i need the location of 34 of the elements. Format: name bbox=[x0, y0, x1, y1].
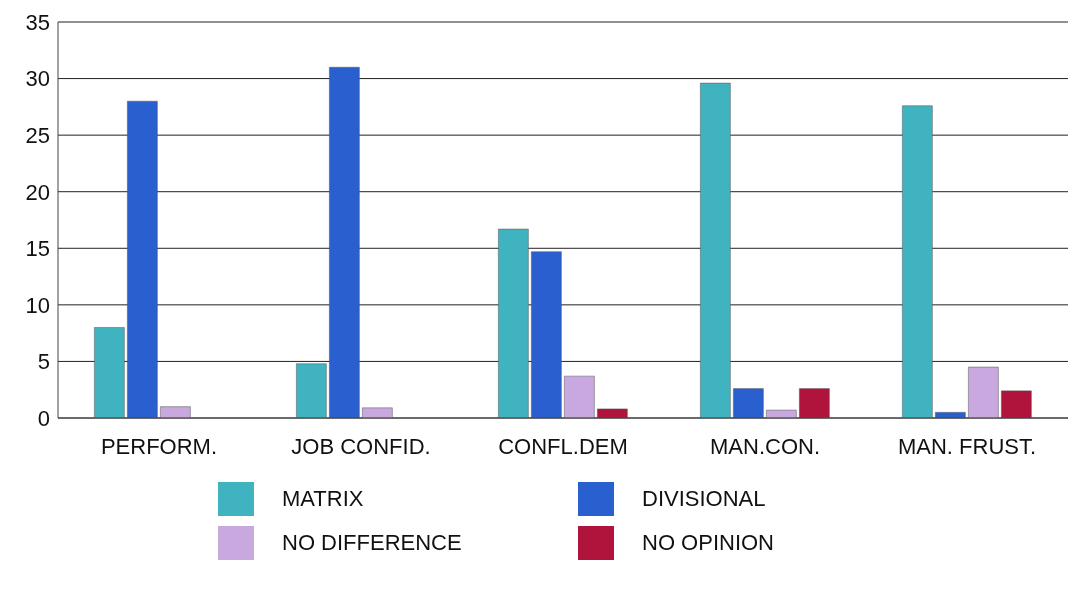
legend-label: NO DIFFERENCE bbox=[282, 530, 462, 556]
legend-label: MATRIX bbox=[282, 486, 364, 512]
bar bbox=[296, 363, 327, 418]
bar bbox=[766, 409, 797, 418]
bar bbox=[531, 251, 562, 418]
x-tick-label: MAN.CON. bbox=[710, 433, 820, 459]
bar bbox=[733, 388, 764, 418]
x-tick-label: CONFL.DEM bbox=[498, 433, 628, 459]
y-tick-label: 20 bbox=[25, 179, 50, 205]
bar bbox=[1001, 390, 1032, 418]
y-tick-label: 15 bbox=[25, 236, 50, 262]
y-tick-label: 30 bbox=[25, 66, 50, 92]
y-tick-label: 5 bbox=[37, 349, 50, 375]
bar bbox=[799, 388, 830, 418]
bar bbox=[127, 100, 158, 418]
y-tick-label: 0 bbox=[37, 405, 50, 431]
y-tick-label: 10 bbox=[25, 292, 50, 318]
legend-label: DIVISIONAL bbox=[642, 486, 766, 512]
bar bbox=[597, 408, 628, 418]
bar bbox=[362, 407, 393, 418]
x-tick-label: JOB CONFID. bbox=[291, 433, 431, 459]
bar bbox=[329, 67, 360, 418]
bar bbox=[94, 327, 125, 418]
y-tick-label: 25 bbox=[25, 122, 50, 148]
x-tick-label: PERFORM. bbox=[100, 433, 218, 459]
bar bbox=[968, 366, 999, 418]
bar bbox=[700, 82, 731, 418]
bar bbox=[498, 228, 529, 418]
y-tick-label: 35 bbox=[25, 9, 50, 35]
bar bbox=[564, 375, 595, 418]
bar bbox=[160, 406, 191, 418]
legend-label: NO OPINION bbox=[642, 530, 775, 556]
bar bbox=[902, 105, 933, 418]
x-tick-label: MAN. FRUST. bbox=[897, 433, 1037, 459]
